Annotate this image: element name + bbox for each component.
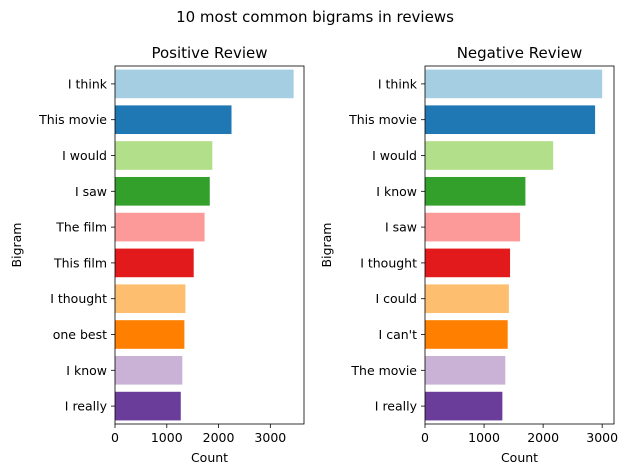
category-label-positive-0: I think xyxy=(68,76,108,91)
category-label-positive-9: I really xyxy=(65,399,108,414)
xtick-label-negative-3: 3000 xyxy=(586,430,618,445)
chart-positive: I think This movie I would I saw The film Thi… xyxy=(9,44,305,465)
category-label-positive-6: I thought xyxy=(50,291,107,306)
bar-positive-7 xyxy=(115,320,185,349)
x-axis-label-positive: Count xyxy=(191,450,228,465)
category-label-negative-4: I saw xyxy=(385,220,417,235)
x-axis-label-negative: Count xyxy=(501,450,538,465)
category-label-negative-9: I really xyxy=(375,399,418,414)
category-label-negative-6: I could xyxy=(375,291,417,306)
bar-negative-6 xyxy=(425,284,509,314)
category-label-positive-1: This movie xyxy=(38,112,107,127)
bar-negative-8 xyxy=(425,355,506,385)
bar-negative-2 xyxy=(425,141,554,170)
axes-frame-positive xyxy=(114,65,305,425)
category-label-negative-7: I can't xyxy=(379,327,418,342)
bar-negative-4 xyxy=(425,212,521,242)
category-label-negative-0: I think xyxy=(378,76,418,91)
bar-negative-5 xyxy=(425,248,511,278)
category-label-positive-4: The film xyxy=(55,220,107,235)
category-label-negative-5: I thought xyxy=(360,255,417,270)
category-label-positive-8: I know xyxy=(66,363,107,378)
bar-positive-0 xyxy=(115,69,294,99)
bar-negative-3 xyxy=(425,176,526,206)
bar-positive-2 xyxy=(115,141,213,170)
y-axis-label-positive: Bigram xyxy=(9,223,24,268)
category-label-positive-2: I would xyxy=(62,148,107,163)
category-label-negative-1: This movie xyxy=(348,112,417,127)
xtick-label-negative-0: 0 xyxy=(421,430,429,445)
chart-negative: I think This movie I would I know I saw I tho… xyxy=(319,44,618,465)
category-label-positive-5: This film xyxy=(53,255,107,270)
bar-positive-8 xyxy=(115,355,183,385)
bar-negative-7 xyxy=(425,320,508,349)
chart-title-negative: Negative Review xyxy=(457,44,583,62)
xtick-label-positive-0: 0 xyxy=(111,430,119,445)
xtick-label-negative-2: 2000 xyxy=(527,430,559,445)
bar-positive-1 xyxy=(115,105,232,135)
bar-negative-0 xyxy=(425,69,603,99)
category-label-negative-2: I would xyxy=(372,148,417,163)
bar-positive-9 xyxy=(115,391,181,421)
y-axis-label-negative: Bigram xyxy=(319,223,334,268)
category-label-positive-7: one best xyxy=(53,327,107,342)
bar-positive-5 xyxy=(115,248,194,278)
bar-negative-9 xyxy=(425,391,503,421)
figure-suptitle: 10 most common bigrams in reviews xyxy=(176,8,454,26)
xtick-label-positive-2: 2000 xyxy=(203,430,235,445)
xtick-label-positive-3: 3000 xyxy=(254,430,286,445)
bar-positive-4 xyxy=(115,212,205,242)
xtick-label-positive-1: 1000 xyxy=(151,430,183,445)
chart-title-positive: Positive Review xyxy=(151,44,267,62)
bar-positive-3 xyxy=(115,176,210,206)
category-label-negative-8: The movie xyxy=(350,363,417,378)
bar-negative-1 xyxy=(425,105,596,135)
bar-positive-6 xyxy=(115,284,186,314)
xtick-label-negative-1: 1000 xyxy=(468,430,500,445)
category-label-positive-3: I saw xyxy=(75,184,107,199)
category-label-negative-3: I know xyxy=(376,184,417,199)
axes-frame-negative xyxy=(424,65,615,425)
